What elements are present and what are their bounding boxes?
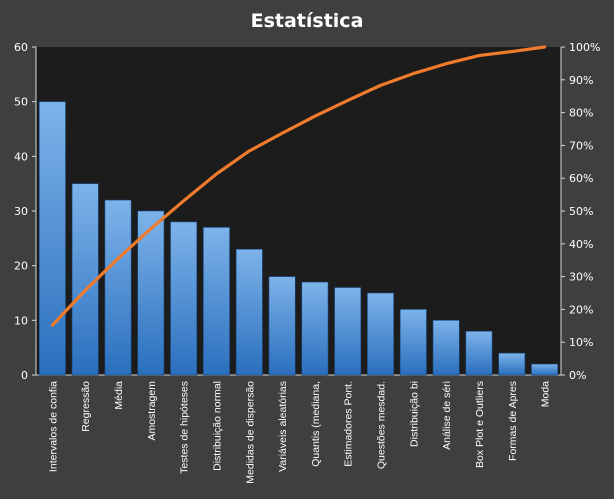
bar bbox=[71, 183, 99, 376]
left-tick-label: 10 bbox=[14, 314, 28, 327]
left-tick-label: 50 bbox=[14, 96, 28, 109]
category-label: Testes de hipóteses bbox=[179, 381, 191, 474]
bar bbox=[367, 292, 394, 376]
bar-series bbox=[38, 101, 559, 376]
left-tick-label: 40 bbox=[14, 150, 28, 163]
chart-title: Estatística bbox=[251, 10, 364, 32]
category-label: Formas de Apres bbox=[507, 381, 519, 461]
category-label: Variáveis aleatórias bbox=[277, 381, 289, 472]
category-label: Moda bbox=[540, 381, 552, 407]
category-label: Medidas de dispersão bbox=[244, 381, 256, 484]
right-tick-label: 90% bbox=[569, 74, 593, 87]
right-tick-label: 60% bbox=[569, 172, 593, 185]
right-tick-label: 40% bbox=[569, 238, 593, 251]
category-label: Amostragem bbox=[146, 381, 158, 441]
bar bbox=[531, 363, 559, 376]
category-label: Média bbox=[113, 381, 125, 410]
bar bbox=[38, 101, 66, 376]
bar bbox=[399, 309, 427, 376]
bar bbox=[498, 352, 526, 376]
bar bbox=[432, 320, 460, 376]
bar bbox=[301, 281, 329, 376]
bar bbox=[465, 330, 493, 376]
bar bbox=[170, 221, 198, 376]
right-tick-label: 100% bbox=[569, 41, 600, 54]
category-label: Intervalos de confia bbox=[47, 381, 59, 472]
left-tick-label: 0 bbox=[21, 369, 28, 382]
left-tick-label: 30 bbox=[14, 205, 28, 218]
right-tick-label: 30% bbox=[569, 271, 593, 284]
cumulative-line-series bbox=[50, 45, 547, 327]
category-label: Análise de séri bbox=[441, 381, 453, 450]
right-tick-label: 0% bbox=[569, 369, 586, 382]
bar bbox=[235, 248, 263, 376]
cumulative-line bbox=[50, 45, 547, 327]
right-tick-label: 80% bbox=[569, 107, 593, 120]
category-label: Distribuição bi bbox=[408, 381, 420, 447]
category-label: Quantis (mediana, bbox=[310, 381, 322, 467]
bar bbox=[104, 199, 132, 376]
right-tick-label: 70% bbox=[569, 139, 593, 152]
category-label: Box Plot e Outliers bbox=[474, 381, 486, 468]
right-tick-label: 20% bbox=[569, 303, 593, 316]
right-tick-label: 50% bbox=[569, 205, 593, 218]
bar bbox=[334, 287, 362, 376]
bar bbox=[203, 227, 230, 376]
category-labels: Intervalos de confia Regressão Média Amostr… bbox=[47, 381, 551, 484]
category-label: Questões mesdad. bbox=[376, 381, 388, 469]
category-label: Distribuição normal bbox=[211, 381, 223, 471]
right-tick-label: 10% bbox=[569, 336, 593, 349]
category-label: Regressão bbox=[80, 381, 92, 432]
left-tick-label: 60 bbox=[14, 41, 28, 54]
category-label: Estimadores Pont. bbox=[343, 381, 355, 467]
bar bbox=[268, 276, 296, 376]
right-axis: 0% 10% 20% 30% 40% 50% 60% 70% 80% 90% 100% bbox=[560, 41, 600, 382]
left-tick-label: 20 bbox=[14, 260, 28, 273]
